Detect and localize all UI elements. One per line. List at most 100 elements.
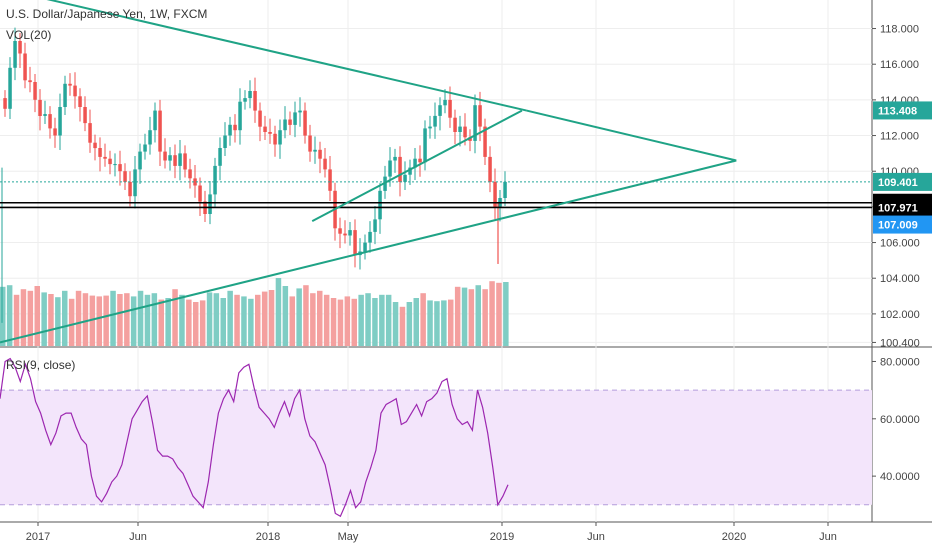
volume-bar (55, 297, 61, 346)
candle-body (438, 105, 442, 116)
candle-body (73, 85, 77, 97)
volume-bar (13, 294, 20, 346)
volume-bar (20, 289, 27, 346)
volume-bar (448, 299, 454, 346)
volume-bar (317, 290, 323, 346)
candle-body (28, 80, 32, 83)
volume-legend[interactable]: VOL(20) (6, 28, 52, 42)
candle-body (423, 128, 427, 163)
price-tick-label: 116.000 (880, 59, 919, 71)
candle-body (168, 155, 172, 161)
candle-body (413, 158, 417, 168)
volume-bar (89, 295, 96, 346)
volume-bar (323, 294, 330, 346)
rsi-label: RSI (6, 358, 27, 372)
candle-body (493, 181, 497, 207)
volume-bar (34, 286, 40, 346)
volume-bar (241, 296, 247, 346)
time-tick-label: Jun (819, 531, 837, 543)
rsi-legend[interactable]: RSI(9, close) (6, 358, 76, 372)
trendline (526, 109, 737, 162)
trendline (0, 159, 737, 344)
volume-bar (213, 293, 220, 346)
volume-bar (475, 285, 481, 346)
volume-bar (468, 289, 475, 346)
volume-bar (392, 302, 399, 346)
candle-body (63, 83, 67, 107)
price-axis[interactable]: 100.400102.000104.000106.000108.000110.0… (872, 24, 920, 350)
time-tick-label: 2020 (722, 531, 746, 543)
rsi-axis[interactable]: 40.0000 60.0000 80.0000 (872, 356, 920, 483)
price-tick-label: 104.000 (880, 273, 920, 285)
volume-bar (137, 290, 144, 346)
volume-bar (427, 300, 433, 346)
candle-body (268, 132, 272, 134)
candle-body (293, 112, 297, 125)
candle-body (468, 137, 472, 141)
candle-body (353, 230, 357, 256)
time-axis[interactable]: 2017 Jun 2018 May 2019 Jun 2020 Jun (26, 522, 837, 543)
candle-body (363, 242, 367, 252)
volume-bar (434, 301, 440, 346)
volume-bar (255, 294, 261, 346)
candle-body (338, 228, 342, 234)
candle-body (13, 41, 17, 68)
candle-body (213, 165, 217, 195)
volume-bar (75, 290, 82, 346)
volume-bar (351, 298, 357, 346)
candle-body (113, 164, 117, 166)
price-tick-label: 102.000 (880, 309, 920, 321)
candle-body (178, 153, 182, 166)
candle-body (243, 98, 247, 102)
volume-bar (310, 293, 316, 346)
symbol-title[interactable]: U.S. Dollar/Japanese Yen, 1W, FXCM (6, 7, 208, 21)
time-tick-label: 2018 (256, 531, 280, 543)
rsi-tick-label: 60.0000 (880, 414, 920, 426)
price-tag-label: 107.009 (878, 220, 918, 232)
candle-body (408, 167, 412, 175)
volume-bar (379, 294, 385, 346)
candle-body (123, 171, 127, 182)
candle-body (23, 53, 27, 81)
volume-bar (179, 294, 185, 346)
candle-body (283, 119, 287, 131)
candle-body (343, 233, 347, 236)
candle-body (313, 149, 317, 152)
candle-body (48, 114, 52, 129)
volume-bar (206, 292, 213, 346)
candle-body (388, 160, 392, 177)
candle-body (348, 230, 352, 236)
candle-body (153, 110, 157, 131)
volume-bar (489, 281, 495, 346)
volume-bar (337, 299, 344, 346)
candle-body (273, 133, 277, 145)
candle-body (133, 169, 137, 197)
candle-body (18, 41, 22, 54)
time-tick-label: 2017 (26, 531, 50, 543)
volume-bar (220, 298, 226, 346)
candle-body (93, 142, 97, 149)
volume-bar (130, 296, 137, 346)
candle-body (38, 99, 42, 116)
volume-bar (68, 298, 75, 346)
volume-bar (172, 289, 178, 346)
candle-body (118, 164, 122, 172)
volume-bar (227, 290, 233, 346)
volume-bar (303, 285, 309, 346)
time-tick-label: Jun (587, 531, 605, 543)
candle-body (323, 158, 327, 170)
candle-body (403, 174, 407, 182)
candle-body (128, 181, 132, 197)
candle-body (248, 91, 252, 99)
candle-body (393, 156, 397, 161)
candle-body (33, 82, 37, 100)
trendlines (0, 0, 872, 344)
candle-body (173, 155, 177, 166)
volume-bar (282, 286, 289, 346)
volume-bar (62, 290, 68, 346)
rsi-tick-label: 40.0000 (880, 471, 920, 483)
price-tick-label: 118.000 (880, 24, 919, 36)
candle-body (288, 119, 292, 125)
candle-body (58, 107, 62, 136)
